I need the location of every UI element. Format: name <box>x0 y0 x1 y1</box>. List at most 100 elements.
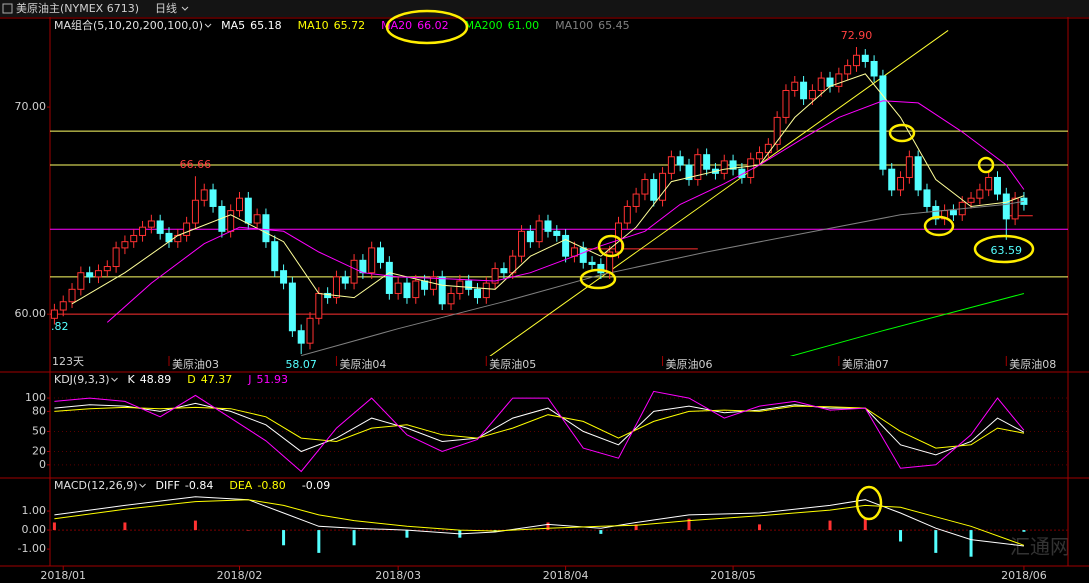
legend-value: 66.02 <box>417 19 449 32</box>
macd-bar <box>352 530 356 546</box>
macd-bar <box>1022 530 1026 532</box>
trend-line <box>489 30 949 356</box>
candle-body <box>68 288 76 303</box>
legend-name: MA100 <box>555 19 593 32</box>
candle-body <box>394 282 402 294</box>
legend-name: D <box>187 373 195 386</box>
candle-body <box>888 168 896 191</box>
title-bar <box>0 0 1089 17</box>
legend-value: 47.37 <box>201 373 233 386</box>
period-dropdown[interactable] <box>181 6 189 11</box>
candle-body <box>905 156 913 178</box>
y-tick-label: 100 <box>25 391 46 404</box>
candle-body <box>597 263 605 274</box>
candle-body <box>130 234 138 243</box>
candle-body <box>86 272 94 278</box>
candle-body <box>324 292 332 299</box>
series-line <box>54 499 1025 546</box>
series-line <box>789 293 1025 356</box>
candle-body <box>641 179 649 195</box>
candle-body <box>800 81 808 100</box>
series-line <box>106 100 1025 323</box>
macd-bar <box>969 530 973 557</box>
indicator-label: MACD(12,26,9) <box>54 479 138 492</box>
candle-body <box>562 234 570 257</box>
legend-value: -0.84 <box>185 479 213 492</box>
x-tick-label: 2018/05 <box>710 569 756 582</box>
candle-body <box>773 116 781 145</box>
candle-body <box>50 309 58 319</box>
contract-label: 美原油07 <box>842 357 889 371</box>
candle-body <box>332 276 340 299</box>
candle-body <box>59 301 67 311</box>
macd-bar <box>123 522 127 531</box>
candle-body <box>235 197 243 212</box>
candle-body <box>121 241 129 249</box>
candle-body <box>297 330 305 344</box>
candle-body <box>103 266 111 272</box>
candle-body <box>491 268 499 284</box>
y-tick-label: 0 <box>39 458 46 471</box>
contract-label: 美原油08 <box>1009 357 1056 371</box>
candle-body <box>544 220 552 232</box>
candle-body <box>756 152 764 160</box>
candle-body <box>782 89 790 118</box>
candle-body <box>253 214 261 224</box>
candle-body <box>1002 193 1010 220</box>
price-annotation: 58.07 <box>285 358 317 371</box>
candle-body <box>817 77 825 91</box>
candle-body <box>288 282 296 332</box>
candle-body <box>553 230 561 236</box>
candle-body <box>156 220 164 234</box>
macd-bar <box>52 522 56 531</box>
period-count: 123天 <box>52 355 84 368</box>
candle-body <box>835 73 843 87</box>
legend-value: 65.45 <box>598 19 630 32</box>
indicator-dropdown <box>204 23 212 28</box>
candle-body <box>985 176 993 191</box>
y-tick-label: 50 <box>32 424 46 437</box>
price-annotation: 72.90 <box>841 29 873 42</box>
macd-bar <box>546 522 550 531</box>
period[interactable]: 日线 <box>155 1 177 15</box>
candle-body <box>465 280 473 290</box>
candle-body <box>623 205 631 224</box>
y-tick-label: 60.00 <box>15 307 47 320</box>
candle-body <box>738 168 746 178</box>
candle-body <box>923 189 931 207</box>
legend-value: -0.09 <box>302 479 330 492</box>
y-tick-label: 1.00 <box>22 504 47 517</box>
candle-body <box>870 60 878 77</box>
series-line <box>71 73 1025 305</box>
price-annotation: 66.66 <box>180 158 212 171</box>
legend-value: 51.93 <box>256 373 288 386</box>
legend-value: 65.72 <box>334 19 366 32</box>
candle-body <box>447 292 455 305</box>
candle-body <box>350 259 358 284</box>
candle-body <box>685 164 693 181</box>
macd-bar <box>687 518 691 531</box>
candle-body <box>438 276 446 305</box>
contract-label: 美原油05 <box>489 357 536 371</box>
highlight <box>579 268 617 290</box>
x-tick-label: 2018/02 <box>217 569 263 582</box>
candle-body <box>667 156 675 174</box>
legend-name: K <box>128 373 136 386</box>
contract-label: 美原油06 <box>666 357 713 371</box>
candle-body <box>77 272 85 290</box>
watermark: 汇通网 <box>1010 535 1070 559</box>
candle-body <box>227 210 235 232</box>
candle-body <box>967 197 975 203</box>
candle-body <box>535 220 543 243</box>
candle-body <box>244 197 252 224</box>
highlight <box>923 215 955 237</box>
series-line <box>54 390 1025 473</box>
candle-body <box>473 288 481 299</box>
legend-name: MA200 <box>465 19 503 32</box>
candle-body <box>500 268 508 274</box>
candle-body <box>482 282 490 299</box>
candle-body <box>949 210 957 216</box>
